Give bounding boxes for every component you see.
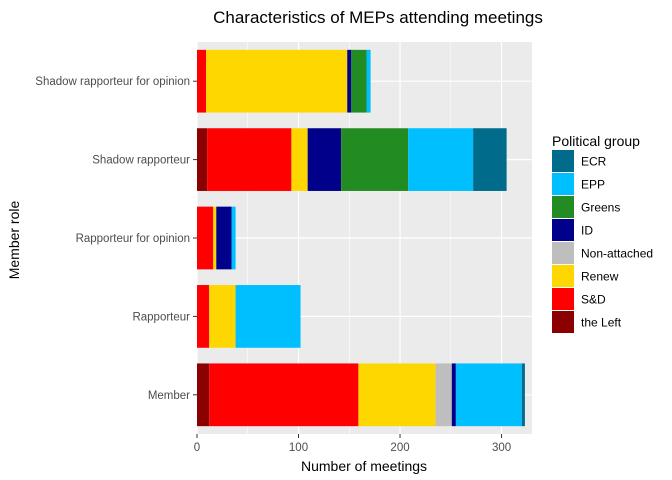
- x-tick-label: 0: [194, 442, 200, 454]
- y-tick-label: Rapporteur: [132, 311, 190, 323]
- bar-shadow-rapporteur-greens: [341, 128, 409, 191]
- bar-rapporteur-for-opinion-epp: [231, 206, 236, 270]
- legend-label-sandd: S&D: [581, 293, 606, 307]
- bar-shadow-rapporteur-the-left: [197, 128, 208, 191]
- y-tick-label: Shadow rapporteur for opinion: [35, 76, 190, 88]
- bar-shadow-rapporteur-sandd: [207, 128, 292, 191]
- legend-swatch-sandd: [552, 288, 574, 310]
- bar-shadow-rapporteur-renew: [291, 128, 308, 191]
- bar-member-sandd: [209, 363, 359, 427]
- legend-label-non-attached: Non-attached: [581, 247, 653, 261]
- legend-title: Political group: [552, 133, 640, 149]
- axes-group: 0 100 200 300 Member Rapporteur Rapporteur for…: [35, 76, 511, 454]
- bar-rapporteur-sandd: [197, 285, 210, 348]
- bar-member-the-left: [197, 363, 210, 427]
- bar-shadow-rapporteur-for-opinion-epp: [366, 49, 371, 113]
- bar-member-epp: [455, 363, 522, 427]
- legend-swatch-renew: [552, 265, 574, 287]
- legend-swatch-greens: [552, 196, 574, 218]
- legend-swatch-epp: [552, 173, 574, 195]
- legend-swatch-ecr: [552, 150, 574, 172]
- y-axis-title: Member role: [6, 201, 22, 280]
- bar-member-ecr: [521, 363, 525, 427]
- x-tick-label: 300: [492, 442, 511, 454]
- bar-rapporteur-for-opinion-renew: [213, 206, 217, 270]
- bar-rapporteur-epp: [235, 285, 301, 348]
- legend-swatch-id: [552, 219, 574, 241]
- y-tick-label: Rapporteur for opinion: [76, 233, 190, 245]
- x-tick-label: 200: [390, 442, 409, 454]
- bar-rapporteur-for-opinion-id: [216, 206, 232, 270]
- legend-label-id: ID: [581, 224, 593, 238]
- bar-member-non-attached: [435, 363, 452, 427]
- chart-title: Characteristics of MEPs attending meetin…: [213, 8, 543, 27]
- bar-rapporteur-renew: [209, 285, 236, 348]
- bar-shadow-rapporteur-for-opinion-greens: [351, 49, 367, 113]
- legend-swatch-the-left: [552, 311, 574, 333]
- bar-shadow-rapporteur-for-opinion-id: [347, 49, 352, 113]
- x-tick-label: 100: [289, 442, 308, 454]
- legend-label-epp: EPP: [581, 178, 605, 192]
- bar-shadow-rapporteur-for-opinion-sandd: [197, 49, 207, 113]
- y-tick-label: Shadow rapporteur: [92, 155, 190, 167]
- legend-label-the-left: the Left: [581, 316, 622, 330]
- bar-shadow-rapporteur-for-opinion-renew: [206, 49, 348, 113]
- legend-swatch-non-attached: [552, 242, 574, 264]
- x-axis-title: Number of meetings: [301, 458, 427, 474]
- bar-member-id: [451, 363, 456, 427]
- legend-label-ecr: ECR: [581, 155, 607, 169]
- y-tick-label: Member: [148, 390, 190, 402]
- legend-label-greens: Greens: [581, 201, 620, 215]
- legend-label-renew: Renew: [581, 270, 619, 284]
- bar-rapporteur-for-opinion-sandd: [197, 206, 214, 270]
- bar-shadow-rapporteur-epp: [408, 128, 474, 191]
- bar-member-renew: [358, 363, 436, 427]
- bar-shadow-rapporteur-id: [307, 128, 342, 191]
- bar-shadow-rapporteur-ecr: [473, 128, 507, 191]
- legend: Political group ECR EPP Greens ID Non-attach…: [552, 133, 653, 333]
- bars-group: [197, 49, 525, 427]
